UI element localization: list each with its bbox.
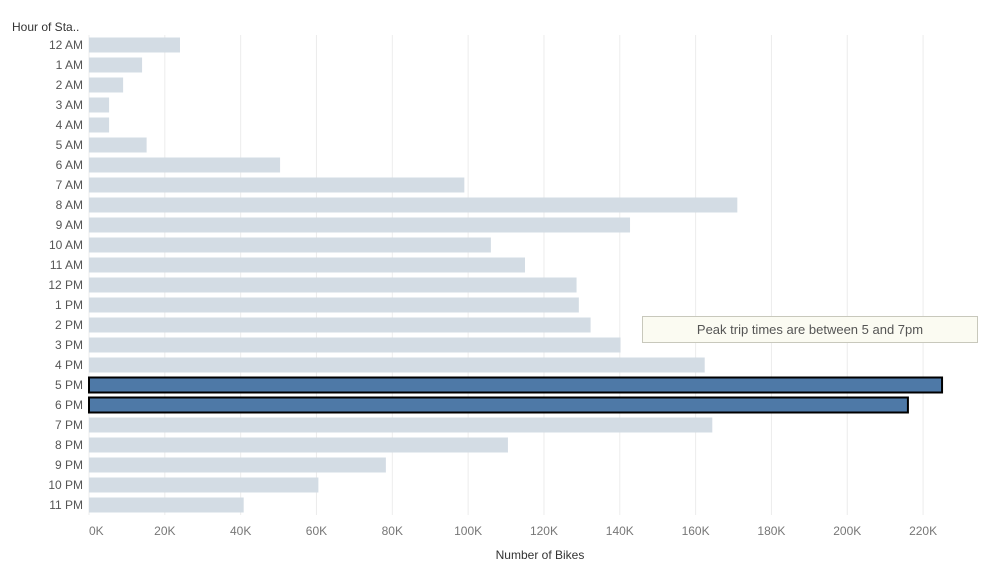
bar-7-pm bbox=[89, 417, 713, 433]
bar-1-pm bbox=[89, 297, 579, 313]
row-label: 1 PM bbox=[55, 298, 83, 312]
bar-12-am bbox=[89, 37, 180, 53]
row-label: 1 AM bbox=[56, 58, 83, 72]
row-label: 12 AM bbox=[49, 38, 83, 52]
x-tick-label: 120K bbox=[530, 524, 558, 538]
row-label: 5 PM bbox=[55, 378, 83, 392]
row-label: 5 AM bbox=[56, 138, 83, 152]
x-tick-label: 0K bbox=[89, 524, 104, 538]
row-label: 12 PM bbox=[48, 278, 83, 292]
bar-12-pm bbox=[89, 277, 577, 293]
annotation: Peak trip times are between 5 and 7pm bbox=[642, 316, 978, 343]
bar-3-pm bbox=[89, 337, 621, 353]
x-tick-label: 60K bbox=[306, 524, 327, 538]
bar-8-am bbox=[89, 197, 738, 213]
row-label: 7 AM bbox=[56, 178, 83, 192]
gridlines bbox=[88, 35, 924, 515]
bar-1-am bbox=[89, 57, 143, 73]
bar-11-am bbox=[89, 257, 525, 273]
bar-5-pm bbox=[88, 376, 944, 394]
row-label: 9 AM bbox=[56, 218, 83, 232]
row-label: 8 AM bbox=[56, 198, 83, 212]
x-axis-title: Number of Bikes bbox=[496, 548, 585, 562]
bar-6-pm bbox=[88, 396, 909, 414]
x-tick-label: 80K bbox=[382, 524, 403, 538]
x-tick-label: 160K bbox=[682, 524, 710, 538]
row-label: 4 PM bbox=[55, 358, 83, 372]
x-tick-label: 40K bbox=[230, 524, 251, 538]
row-label: 3 PM bbox=[55, 338, 83, 352]
row-label: 8 PM bbox=[55, 438, 83, 452]
bar-10-pm bbox=[89, 477, 319, 493]
row-label: 11 AM bbox=[50, 258, 83, 272]
row-label: 6 AM bbox=[56, 158, 83, 172]
bar-9-pm bbox=[89, 457, 386, 473]
x-tick-label: 200K bbox=[833, 524, 861, 538]
bar-4-am bbox=[89, 117, 110, 133]
bar-3-am bbox=[89, 97, 110, 113]
x-tick-label: 180K bbox=[757, 524, 785, 538]
row-labels: 12 AM 1 AM 2 AM 3 AM 4 AM 5 AM 6 AM 7 AM 8 AM 9 A… bbox=[48, 38, 83, 512]
row-label: 2 AM bbox=[56, 78, 83, 92]
row-label: 2 PM bbox=[55, 318, 83, 332]
bar-9-am bbox=[89, 217, 631, 233]
bar-2-pm bbox=[89, 317, 591, 333]
row-label: 6 PM bbox=[55, 398, 83, 412]
x-axis-ticks: 0K 20K 40K 60K 80K 100K 120K 140K 160K 180K 200K 22… bbox=[89, 524, 937, 538]
x-tick-label: 20K bbox=[154, 524, 175, 538]
bar-4-pm bbox=[89, 357, 705, 373]
bars bbox=[88, 37, 944, 513]
row-header: Hour of Sta.. bbox=[12, 20, 79, 34]
x-tick-label: 100K bbox=[454, 524, 482, 538]
row-label: 10 PM bbox=[48, 478, 83, 492]
bar-7-am bbox=[89, 177, 465, 193]
x-tick-label: 220K bbox=[909, 524, 937, 538]
bar-11-pm bbox=[89, 497, 244, 513]
row-label: 10 AM bbox=[49, 238, 83, 252]
bar-6-am bbox=[89, 157, 281, 173]
bar-10-am bbox=[89, 237, 491, 253]
bar-5-am bbox=[89, 137, 147, 153]
bar-8-pm bbox=[89, 437, 508, 453]
bar-2-am bbox=[89, 77, 124, 93]
row-label: 11 PM bbox=[49, 498, 83, 512]
row-label: 4 AM bbox=[56, 118, 83, 132]
row-label: 7 PM bbox=[55, 418, 83, 432]
x-tick-label: 140K bbox=[606, 524, 634, 538]
row-label: 3 AM bbox=[56, 98, 83, 112]
row-label: 9 PM bbox=[55, 458, 83, 472]
